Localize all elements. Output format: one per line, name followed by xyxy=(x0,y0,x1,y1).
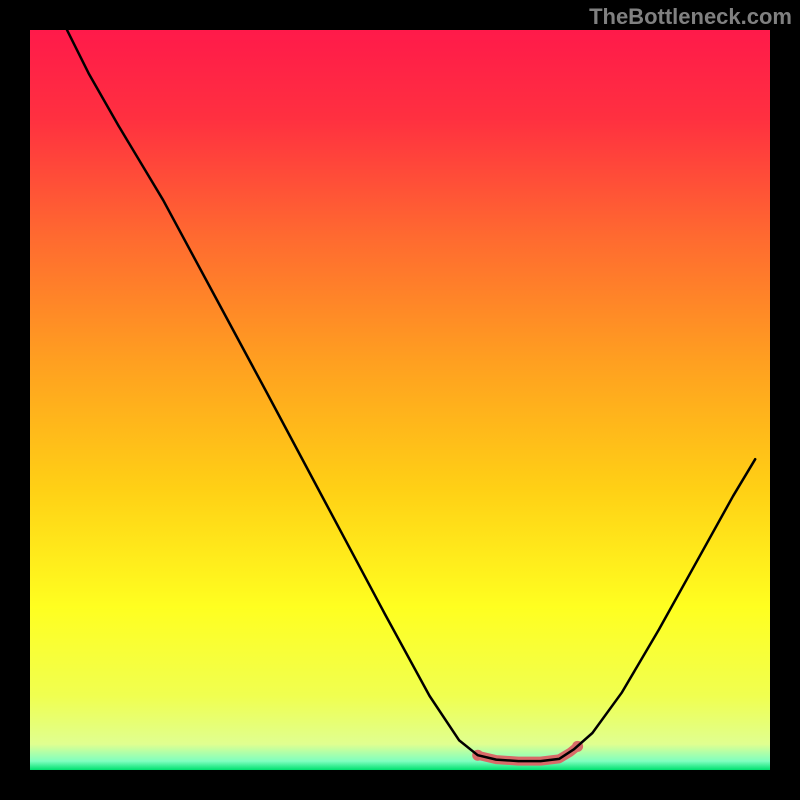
figure-root: TheBottleneck.com xyxy=(0,0,800,800)
plot-area xyxy=(30,30,770,770)
watermark: TheBottleneck.com xyxy=(589,4,792,30)
plot-svg xyxy=(30,30,770,770)
plot-background xyxy=(30,30,770,770)
